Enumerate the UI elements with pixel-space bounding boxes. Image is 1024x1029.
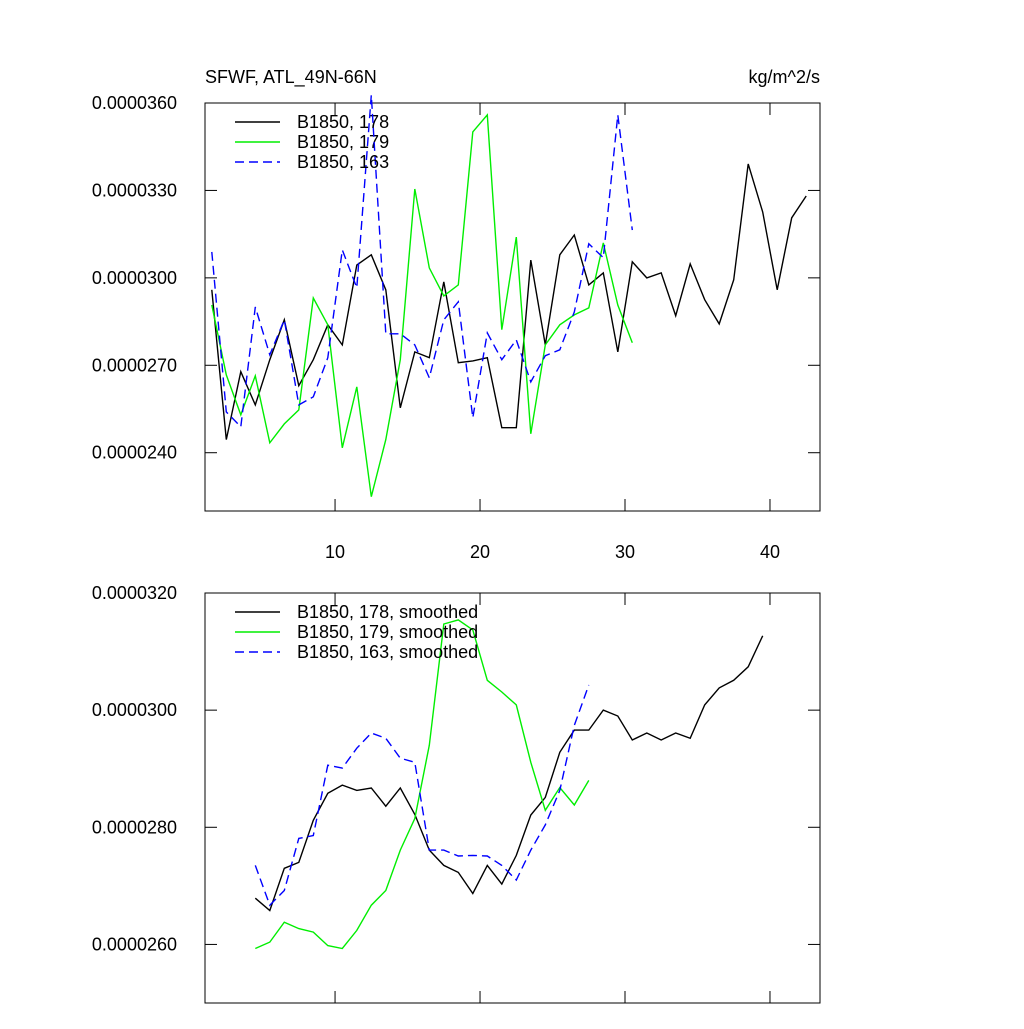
data-line bbox=[211, 113, 633, 497]
plot-frame bbox=[204, 592, 821, 1004]
y-tick-label: 0.0000280 bbox=[92, 817, 177, 837]
data-line bbox=[254, 635, 764, 912]
y-tick-label: 0.0000360 bbox=[92, 93, 177, 113]
x-tick-label: 20 bbox=[470, 542, 490, 562]
y-tick-label: 0.0000330 bbox=[92, 180, 177, 200]
data-line bbox=[211, 163, 807, 440]
plot-frame bbox=[204, 102, 821, 512]
units-label: kg/m^2/s bbox=[749, 67, 820, 87]
legend-label: B1850, 179 bbox=[297, 132, 389, 152]
y-tick-label: 0.0000240 bbox=[92, 443, 177, 463]
legend-label: B1850, 179, smoothed bbox=[297, 622, 478, 642]
x-tick-label: 30 bbox=[615, 542, 635, 562]
data-line bbox=[255, 619, 590, 950]
x-tick-label: 40 bbox=[760, 542, 780, 562]
legend-label: B1850, 163 bbox=[297, 152, 389, 172]
y-tick-label: 0.0000300 bbox=[92, 700, 177, 720]
y-tick-label: 0.0000320 bbox=[92, 583, 177, 603]
y-tick-label: 0.0000300 bbox=[92, 268, 177, 288]
legend-label: B1850, 163, smoothed bbox=[297, 642, 478, 662]
data-line bbox=[254, 684, 590, 907]
y-tick-label: 0.0000270 bbox=[92, 355, 177, 375]
y-tick-label: 0.0000260 bbox=[92, 934, 177, 954]
legend-label: B1850, 178, smoothed bbox=[297, 602, 478, 622]
chart-title: SFWF, ATL_49N-66N bbox=[205, 67, 377, 88]
data-line bbox=[211, 95, 633, 429]
legend-label: B1850, 178 bbox=[297, 112, 389, 132]
x-tick-label: 10 bbox=[325, 542, 345, 562]
